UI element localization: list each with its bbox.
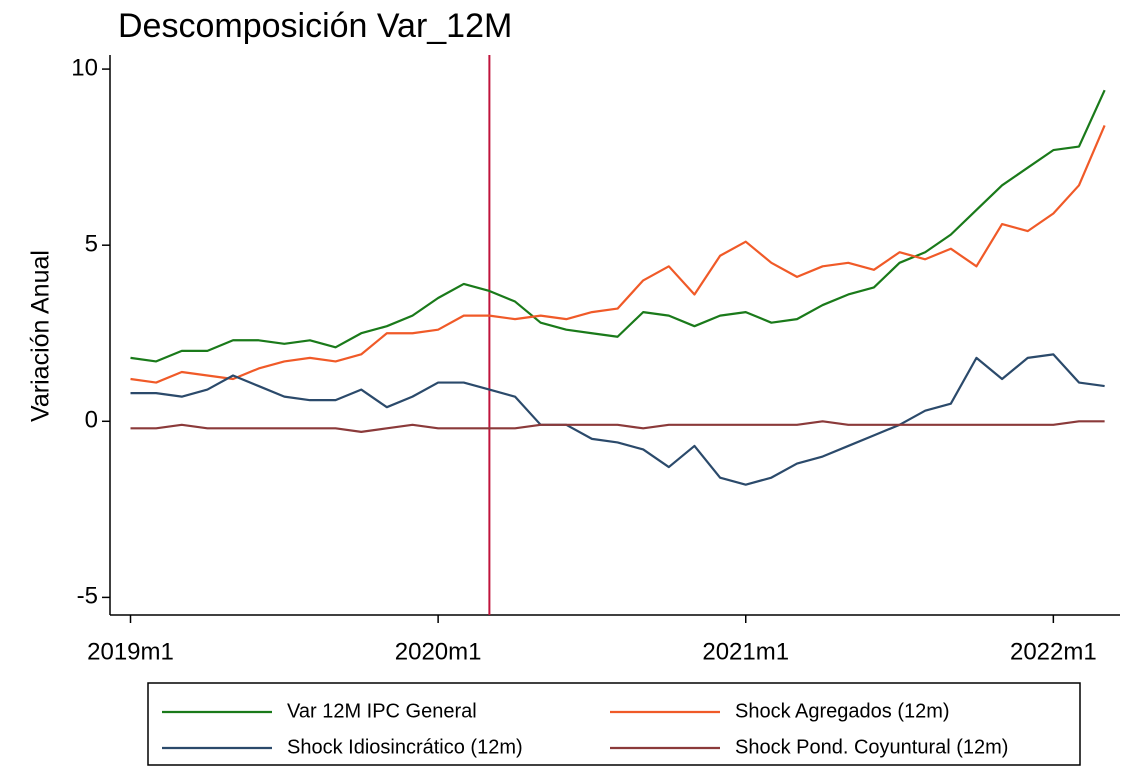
y-tick-label: 0: [85, 407, 98, 434]
series-line: [130, 125, 1106, 384]
series-line: [130, 420, 1105, 433]
x-tick-label: 2022m1: [1010, 638, 1097, 665]
x-tick-label: 2019m1: [87, 638, 174, 665]
legend-label: Var 12M IPC General: [287, 700, 477, 722]
legend-box: [147, 682, 1081, 766]
series-line: [130, 89, 1106, 363]
x-tick-label: 2020m1: [395, 638, 482, 665]
legend-label: Shock Pond. Coyuntural (12m): [735, 736, 1008, 758]
legend-label: Shock Idiosincrático (12m): [287, 736, 523, 758]
y-tick-label: -5: [77, 583, 98, 610]
y-tick-label: 10: [71, 54, 98, 81]
y-tick-label: 5: [85, 231, 98, 258]
chart-title: Descomposición Var_12M: [118, 7, 512, 45]
series-line: [130, 353, 1105, 486]
y-axis-label: Variación Anual: [27, 250, 55, 422]
legend-label: Shock Agregados (12m): [735, 700, 950, 722]
x-tick-label: 2021m1: [702, 638, 789, 665]
